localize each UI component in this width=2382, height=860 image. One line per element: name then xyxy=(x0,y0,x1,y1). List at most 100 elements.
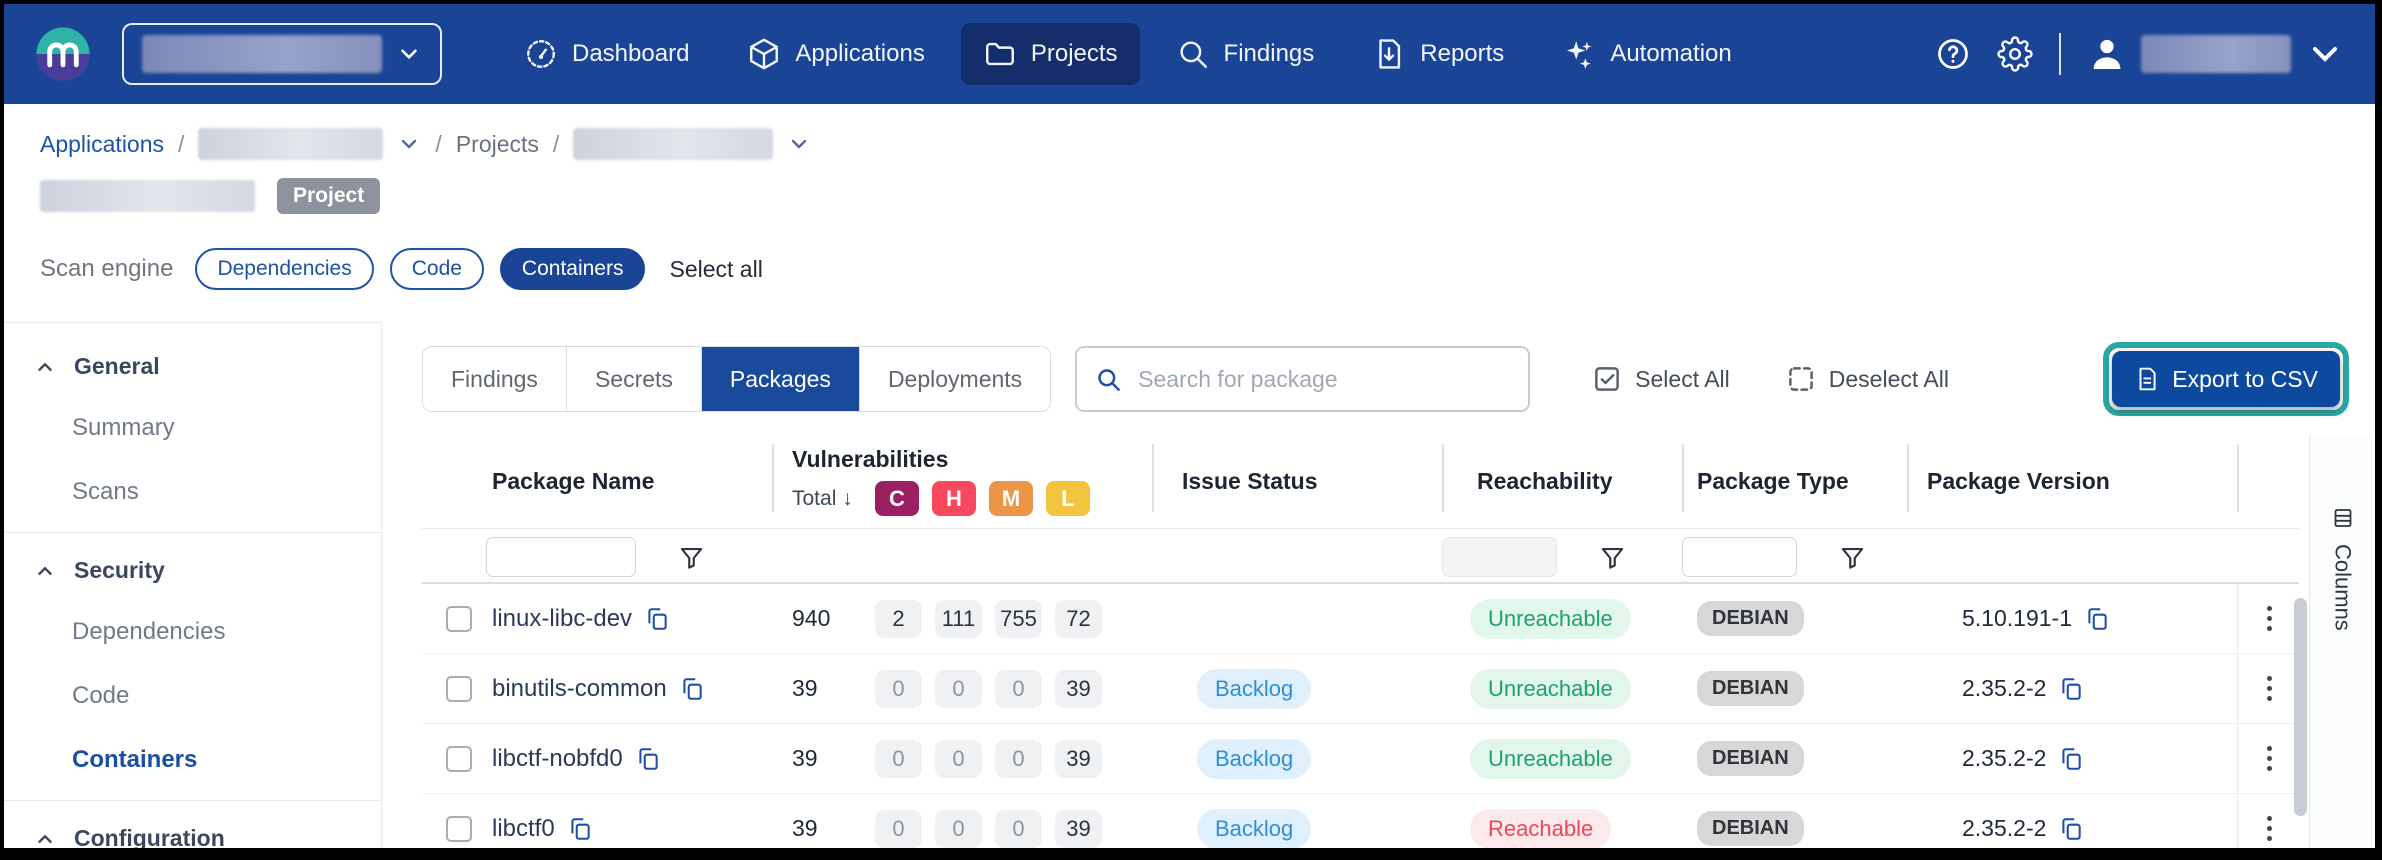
header-package-version[interactable]: Package Version xyxy=(1907,434,2237,528)
reachability-filter xyxy=(1442,529,1682,585)
project-dropdown[interactable] xyxy=(787,132,811,156)
copy-icon[interactable] xyxy=(679,676,705,702)
package-name[interactable]: binutils-common xyxy=(492,674,667,702)
header-package-name[interactable]: Package Name xyxy=(492,467,655,494)
row-checkbox[interactable] xyxy=(446,605,472,632)
sidebar-item-dependencies[interactable]: Dependencies xyxy=(72,618,226,645)
nav-item-applications[interactable]: Applications xyxy=(725,23,946,85)
copy-icon[interactable] xyxy=(644,606,670,632)
vulnerabilities-subheader: Total ↓ C H M L xyxy=(792,481,1090,516)
medium-count: 0 xyxy=(995,669,1042,708)
cube-icon xyxy=(750,38,779,70)
severity-high-badge[interactable]: H xyxy=(932,481,976,516)
nav-item-projects[interactable]: Projects xyxy=(960,23,1140,85)
tab-findings[interactable]: Findings xyxy=(423,347,567,411)
package-type-badge: DEBIAN xyxy=(1697,811,1804,846)
nav-item-dashboard[interactable]: Dashboard xyxy=(502,23,711,85)
scan-engine-label: Scan engine xyxy=(40,255,174,282)
package-type-filter-input[interactable] xyxy=(1682,537,1797,577)
low-count: 72 xyxy=(1055,599,1102,638)
app-window: Dashboard Applications Projects Findings… xyxy=(4,4,2375,848)
sidebar-item-containers[interactable]: Containers xyxy=(72,746,198,773)
scan-engine-select-all[interactable]: Select all xyxy=(669,255,763,282)
sidebar-item-scans[interactable]: Scans xyxy=(72,478,139,505)
export-highlight-ring: Export to CSV xyxy=(2103,342,2349,416)
chevron-down-icon xyxy=(401,49,417,60)
folder-icon xyxy=(985,42,1014,66)
header-reachability[interactable]: Reachability xyxy=(1442,434,1682,528)
medium-count: 0 xyxy=(995,809,1042,848)
critical-count: 0 xyxy=(875,739,922,778)
sidebar-section-label: Security xyxy=(74,557,165,583)
package-type-badge: DEBIAN xyxy=(1697,741,1804,776)
copy-icon[interactable] xyxy=(2084,606,2110,632)
export-to-csv-button[interactable]: Export to CSV xyxy=(2112,351,2340,407)
scan-engine-chip-containers[interactable]: Containers xyxy=(499,248,646,290)
columns-label: Columns xyxy=(2330,544,2356,631)
package-name-filter-input[interactable] xyxy=(486,537,636,577)
vuln-total: 39 xyxy=(792,675,818,701)
severity-medium-badge[interactable]: M xyxy=(989,481,1033,516)
total-sort-control[interactable]: Total ↓ xyxy=(792,486,853,510)
row-checkbox[interactable] xyxy=(446,815,472,842)
help-button[interactable] xyxy=(1935,36,1971,72)
dashboard-gauge-icon xyxy=(527,40,555,68)
filter-funnel-icon[interactable] xyxy=(678,544,705,571)
medium-count: 0 xyxy=(995,739,1042,778)
copy-icon[interactable] xyxy=(567,816,593,842)
tab-packages[interactable]: Packages xyxy=(701,347,860,411)
severity-critical-badge[interactable]: C xyxy=(875,481,919,516)
organization-selector[interactable] xyxy=(122,23,442,85)
package-name[interactable]: linux-libc-dev xyxy=(492,604,633,632)
columns-control[interactable]: Columns xyxy=(2309,434,2375,848)
report-file-icon xyxy=(1379,39,1401,69)
issue-status-badge: Backlog xyxy=(1197,808,1312,848)
copy-icon[interactable] xyxy=(2058,746,2084,772)
vuln-total: 39 xyxy=(792,815,818,841)
settings-button[interactable] xyxy=(1997,36,2033,72)
page-subheader: Applications / / Projects / Project Scan… xyxy=(4,128,2375,290)
filter-funnel-icon[interactable] xyxy=(1839,544,1866,571)
row-actions-menu[interactable] xyxy=(2261,670,2278,707)
row-checkbox[interactable] xyxy=(446,675,472,702)
user-menu[interactable] xyxy=(2087,34,2345,74)
select-all-label: Select All xyxy=(1635,365,1730,392)
severity-low-badge[interactable]: L xyxy=(1046,481,1090,516)
scan-engine-chip-dependencies[interactable]: Dependencies xyxy=(195,248,374,290)
row-actions-menu[interactable] xyxy=(2261,740,2278,777)
vertical-scrollbar[interactable] xyxy=(2294,598,2307,816)
select-all-button[interactable]: Select All xyxy=(1592,364,1730,394)
header-issue-status[interactable]: Issue Status xyxy=(1152,434,1442,528)
nav-item-label: Reports xyxy=(1420,40,1505,67)
copy-icon[interactable] xyxy=(635,746,661,772)
row-actions-menu[interactable] xyxy=(2261,600,2278,637)
sidebar-section-configuration[interactable]: Configuration xyxy=(4,809,381,848)
nav-item-reports[interactable]: Reports xyxy=(1350,23,1526,85)
sidebar-item-summary[interactable]: Summary xyxy=(72,414,175,441)
scan-engine-row: Scan engine Dependencies Code Containers… xyxy=(40,248,2375,290)
reachability-filter-input[interactable] xyxy=(1442,537,1557,577)
header-package-type[interactable]: Package Type xyxy=(1682,434,1907,528)
row-actions-menu[interactable] xyxy=(2261,810,2278,847)
package-name[interactable]: libctf-nobfd0 xyxy=(492,744,623,772)
tab-secrets[interactable]: Secrets xyxy=(566,347,702,411)
package-name[interactable]: libctf0 xyxy=(492,814,555,842)
tab-deployments[interactable]: Deployments xyxy=(859,347,1051,411)
breadcrumb-applications-link[interactable]: Applications xyxy=(40,130,165,157)
chevron-up-icon xyxy=(38,834,52,843)
filter-funnel-icon[interactable] xyxy=(1599,544,1626,571)
row-checkbox[interactable] xyxy=(446,745,472,772)
sidebar-section-general[interactable]: General xyxy=(4,337,381,396)
deselect-all-button[interactable]: Deselect All xyxy=(1786,364,1949,394)
package-search-input[interactable] xyxy=(1138,365,1511,393)
nav-item-automation[interactable]: Automation xyxy=(1540,23,1753,85)
scan-engine-chip-code[interactable]: Code xyxy=(389,248,484,290)
sidebar-item-code[interactable]: Code xyxy=(72,682,130,709)
nav-item-findings[interactable]: Findings xyxy=(1154,23,1337,85)
copy-icon[interactable] xyxy=(2058,816,2084,842)
sidebar-section-security[interactable]: Security xyxy=(4,541,381,600)
tab-group: Findings Secrets Packages Deployments xyxy=(422,346,1052,412)
copy-icon[interactable] xyxy=(2058,676,2084,702)
sort-descending-icon: ↓ xyxy=(842,486,853,510)
application-dropdown[interactable] xyxy=(397,132,421,156)
